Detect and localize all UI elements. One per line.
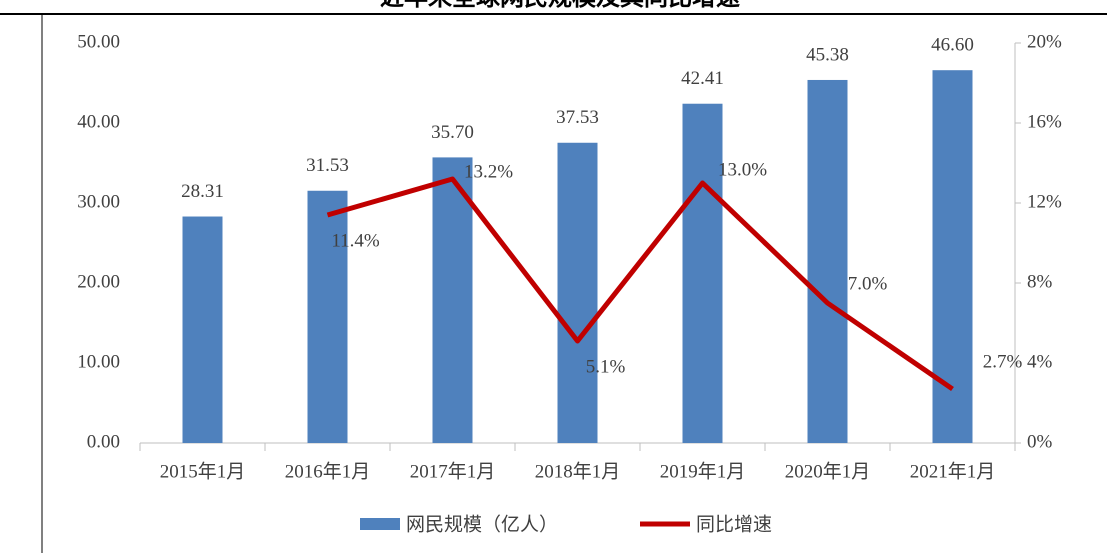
bar-label: 37.53 — [556, 107, 599, 128]
x-tick-label: 2020年1月 — [785, 460, 871, 482]
bar-label: 35.70 — [431, 122, 474, 143]
y2-tick-label: 12% — [1027, 191, 1062, 212]
x-tick-label: 2015年1月 — [160, 460, 246, 482]
bar — [307, 190, 348, 443]
line-label: 11.4% — [331, 230, 380, 251]
x-tick-label: 2018年1月 — [535, 460, 621, 482]
x-tick-label: 2021年1月 — [910, 460, 996, 482]
growth-line — [326, 176, 954, 392]
bar — [432, 157, 473, 443]
bar — [557, 142, 598, 443]
legend-swatch — [360, 518, 400, 530]
bar-label: 42.41 — [681, 68, 724, 89]
chart-title: 近年来全球网民规模及其同比增速 — [380, 0, 740, 11]
legend-label: 网民规模（亿人） — [406, 514, 558, 536]
bar-label: 31.53 — [306, 155, 349, 176]
line-label: 2.7% — [983, 351, 1023, 372]
line-label: 13.0% — [718, 159, 767, 180]
y2-tick-label: 8% — [1027, 271, 1053, 292]
bar — [682, 103, 723, 443]
x-tick-label: 2016年1月 — [285, 460, 371, 482]
y-tick-label: 20.00 — [77, 271, 120, 292]
bar-label: 46.60 — [931, 35, 974, 56]
legend-label: 同比增速 — [696, 514, 772, 536]
y-tick-label: 0.00 — [87, 431, 120, 452]
y2-tick-label: 16% — [1027, 111, 1062, 132]
y-tick-label: 30.00 — [77, 191, 120, 212]
bar-label: 45.38 — [806, 44, 849, 65]
y-tick-label: 50.00 — [77, 31, 120, 52]
bar — [807, 79, 848, 444]
bar-label: 28.31 — [181, 181, 224, 202]
x-tick-label: 2019年1月 — [660, 460, 746, 482]
y-tick-label: 40.00 — [77, 111, 120, 132]
y-tick-label: 10.00 — [77, 351, 120, 372]
y2-tick-label: 4% — [1027, 351, 1053, 372]
line-label: 13.2% — [464, 161, 513, 182]
line-label: 5.1% — [586, 356, 626, 377]
y2-tick-label: 0% — [1027, 431, 1053, 452]
line-label: 7.0% — [848, 273, 888, 294]
y2-tick-label: 20% — [1027, 31, 1062, 52]
bar — [182, 216, 223, 443]
x-tick-label: 2017年1月 — [410, 460, 496, 482]
